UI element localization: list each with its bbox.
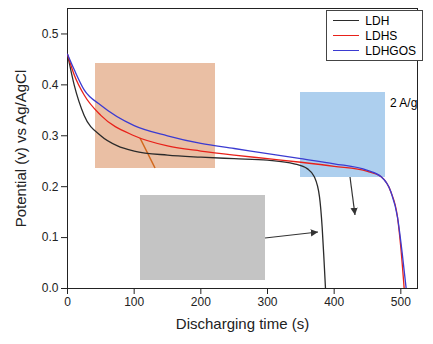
svg-text:400: 400 [324, 295, 344, 309]
html-text:LDH: LDH [365, 13, 390, 28]
svg-text:0.5: 0.5 [42, 27, 59, 41]
svg-text:0.0: 0.0 [42, 281, 59, 295]
html-text:LDHGOS: LDHGOS [365, 43, 416, 58]
svg-text:0.3: 0.3 [42, 129, 59, 143]
svg-text:Discharging time (s): Discharging time (s) [176, 315, 309, 332]
svg-text:0.1: 0.1 [42, 230, 59, 244]
svg-text:500: 500 [391, 295, 411, 309]
svg-text:0.4: 0.4 [42, 78, 59, 92]
svg-text:200: 200 [191, 295, 211, 309]
svg-text:0: 0 [64, 295, 71, 309]
svg-text:300: 300 [257, 295, 277, 309]
html-text:LDHS: LDHS [365, 28, 398, 43]
html-text:2 A/g: 2 A/g [390, 96, 418, 110]
svg-text:0.2: 0.2 [42, 180, 59, 194]
svg-text:Potential (v) vs Ag/AgCl: Potential (v) vs Ag/AgCl [12, 70, 29, 228]
svg-text:100: 100 [124, 295, 144, 309]
